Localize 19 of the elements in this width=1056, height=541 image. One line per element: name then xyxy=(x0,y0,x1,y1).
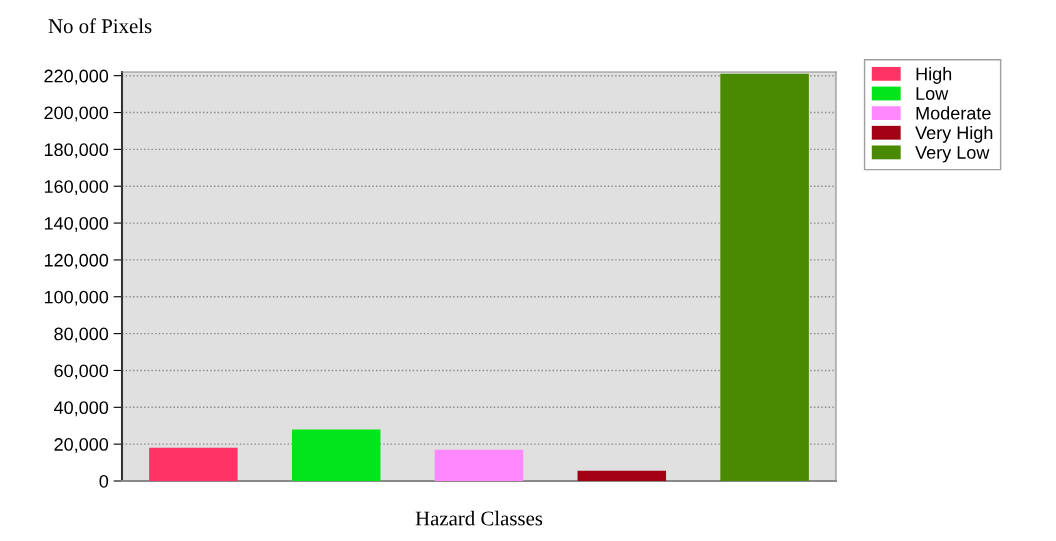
y-tick-label: 100,000 xyxy=(44,290,109,306)
x-axis-title: Hazard Classes xyxy=(415,510,543,526)
y-axis-title: No of Pixels xyxy=(48,18,152,34)
legend-label: Very High xyxy=(915,125,993,143)
legend-label: Very Low xyxy=(915,146,990,163)
y-tick-label: 0 xyxy=(99,474,109,488)
legend-label: High xyxy=(916,67,952,84)
y-tick-label: 200,000 xyxy=(44,106,109,122)
y-tick-label: 180,000 xyxy=(44,143,109,159)
y-tick-label: 220,000 xyxy=(44,69,109,85)
y-tick-label: 160,000 xyxy=(44,180,109,196)
y-tick-label: 60,000 xyxy=(54,364,109,380)
legend-label: Moderate xyxy=(916,106,991,120)
y-tick-label: 40,000 xyxy=(54,401,109,417)
y-tick-label: 20,000 xyxy=(54,438,109,454)
y-tick-label: 120,000 xyxy=(44,253,109,269)
y-tick-label: 80,000 xyxy=(54,327,109,343)
y-tick-label: 140,000 xyxy=(44,217,109,232)
legend-label: Low xyxy=(916,87,949,100)
